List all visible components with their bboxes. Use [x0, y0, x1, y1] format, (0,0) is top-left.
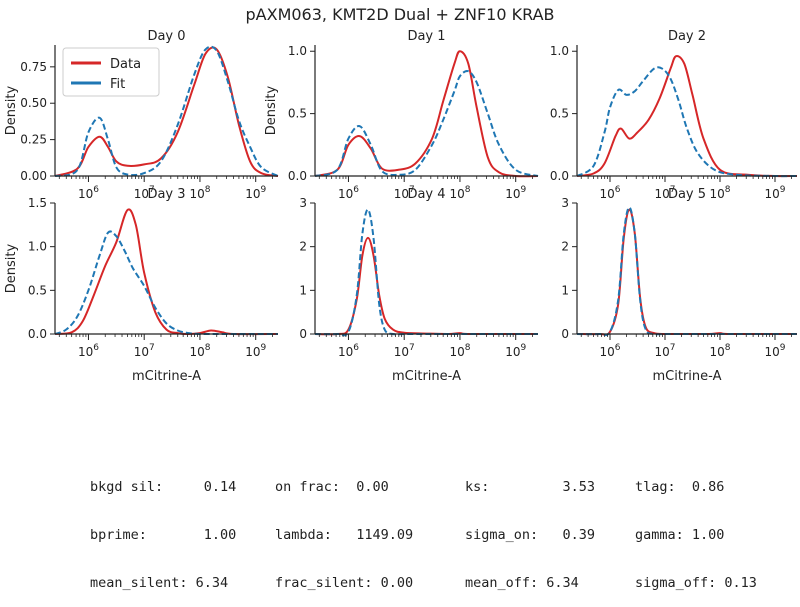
- stat-lambda: lambda: 1149.09: [275, 527, 414, 543]
- y-tick-label: 3: [299, 196, 307, 210]
- panel-title: Day 4: [407, 187, 445, 202]
- y-tick-label: 0.00: [20, 169, 47, 183]
- data-series-line: [576, 208, 798, 336]
- panel-day-1: 0.0 0.5 1.0 106 107 108 109 Day 1 Density: [264, 29, 539, 201]
- x-axis-label: mCitrine-A: [132, 369, 201, 384]
- y-tick-label: 0.25: [20, 133, 47, 147]
- x-tick-label: 109: [505, 185, 526, 201]
- y-axis-label: Density: [4, 85, 19, 135]
- panel-day-0: 0.00 0.25 0.50 0.75 106 107 108 109 Day 0 Density: [4, 29, 279, 201]
- x-tick-label: 108: [189, 185, 210, 201]
- y-axis-label: Density: [264, 85, 279, 135]
- panel-title: Day 5: [668, 187, 706, 202]
- x-tick-label: 106: [78, 185, 99, 201]
- x-tick-label: 109: [245, 185, 266, 201]
- panel-title: Day 0: [147, 29, 185, 44]
- x-tick-label: 106: [599, 185, 620, 201]
- stat-sigma-on: sigma_on: 0.39: [465, 527, 596, 543]
- x-tick-label: 107: [394, 343, 415, 359]
- x-tick-label: 106: [78, 343, 99, 359]
- stat-on-frac: on frac: 0.00: [275, 479, 389, 495]
- data-series-line: [314, 236, 539, 336]
- legend-label-data: Data: [110, 57, 141, 72]
- x-tick-label: 107: [654, 343, 675, 359]
- x-tick-label: 107: [134, 185, 155, 201]
- stat-sigma-off: sigma_off: 0.13: [635, 575, 757, 591]
- x-tick-label: 108: [449, 185, 470, 201]
- stat-tlag: tlag: 0.86: [635, 479, 725, 495]
- legend-label-fit: Fit: [110, 77, 125, 92]
- panel-day-4: 0 1 2 3 106 107 108 109 Day 4 mCitrine-A: [299, 187, 539, 384]
- x-tick-label: 108: [709, 343, 730, 359]
- stat-mean-off: mean_off: 6.34: [465, 575, 579, 591]
- panel-day-3: 0.0 0.5 1.0 1.5 106 107 108 109 Day 3 Density mCit…: [4, 187, 279, 384]
- x-tick-label: 109: [764, 343, 785, 359]
- x-tick-label: 109: [245, 343, 266, 359]
- x-tick-label: 107: [394, 185, 415, 201]
- y-tick-label: 0.5: [550, 107, 569, 121]
- data-series-line: [314, 50, 539, 178]
- data-series-line: [576, 55, 798, 178]
- y-tick-label: 1: [561, 283, 569, 297]
- y-tick-label: 0.0: [288, 169, 307, 183]
- fit-series-line: [54, 230, 278, 336]
- panel-title: Day 3: [147, 187, 185, 202]
- stat-mean-silent: mean_silent: 6.34: [90, 575, 229, 591]
- fit-series-line: [54, 45, 279, 177]
- x-tick-label: 106: [338, 343, 359, 359]
- x-axis-label: mCitrine-A: [653, 369, 722, 384]
- stats-row: bkgd sil: 0.14 on frac: 0.00 ks: 3.53 tlag:…: [90, 479, 757, 495]
- x-tick-label: 107: [134, 343, 155, 359]
- fit-series-line: [314, 69, 539, 177]
- x-tick-label: 109: [764, 185, 785, 201]
- panel-day-2: 0.0 0.5 1.0 106 107 108 109 Day 2: [550, 29, 798, 201]
- y-tick-label: 1: [299, 283, 307, 297]
- y-tick-label: 0.75: [20, 60, 47, 74]
- y-tick-label: 2: [299, 240, 307, 254]
- stat-bkgd-sil: bkgd sil: 0.14: [90, 479, 237, 495]
- figure-title: pAXM063, KMT2D Dual + ZNF10 KRAB: [246, 5, 555, 24]
- y-tick-label: 1.0: [550, 44, 569, 58]
- x-tick-label: 108: [709, 185, 730, 201]
- stat-bprime: bprime: 1.00: [90, 527, 237, 543]
- stat-gamma: gamma: 1.00: [635, 527, 725, 543]
- panel-title: Day 1: [407, 29, 445, 44]
- data-series-line: [54, 208, 279, 336]
- y-tick-label: 0.0: [550, 169, 569, 183]
- x-tick-label: 107: [654, 185, 675, 201]
- legend: Data Fit: [62, 47, 160, 97]
- y-tick-label: 0.50: [20, 96, 47, 110]
- figure: pAXM063, KMT2D Dual + ZNF10 KRAB 0.000.2…: [4, 5, 798, 384]
- panel-day-5: 0 1 2 3 106 107 108 109 Day 5 mCitrine-A: [561, 187, 798, 384]
- y-tick-label: 1.0: [288, 44, 307, 58]
- fit-series-line: [314, 208, 538, 337]
- y-tick-label: 3: [561, 196, 569, 210]
- y-tick-label: 0: [299, 327, 307, 341]
- x-tick-label: 106: [338, 185, 359, 201]
- x-tick-label: 108: [449, 343, 470, 359]
- y-tick-label: 1.5: [28, 196, 47, 210]
- y-tick-label: 1.0: [28, 240, 47, 254]
- y-tick-label: 0.0: [28, 327, 47, 341]
- x-tick-label: 106: [599, 343, 620, 359]
- stats-row: bprime: 1.00 lambda: 1149.09 sigma_on: 0.3…: [90, 527, 757, 543]
- x-tick-label: 108: [189, 343, 210, 359]
- fit-series-line: [576, 206, 797, 336]
- y-axis-label: Density: [4, 243, 19, 293]
- x-axis-label: mCitrine-A: [392, 369, 461, 384]
- panel-title: Day 2: [668, 29, 706, 44]
- stats-row: mean_silent: 6.34 frac_silent: 0.00 mean_o…: [90, 575, 757, 591]
- fit-series-line: [576, 66, 798, 178]
- y-tick-label: 0.5: [288, 107, 307, 121]
- x-tick-label: 109: [505, 343, 526, 359]
- y-tick-label: 0.5: [28, 283, 47, 297]
- fit-stats: bkgd sil: 0.14 on frac: 0.00 ks: 3.53 tlag:…: [90, 447, 757, 607]
- stat-frac-silent: frac_silent: 0.00: [275, 575, 414, 591]
- y-tick-label: 0: [561, 327, 569, 341]
- y-tick-label: 2: [561, 240, 569, 254]
- stat-ks: ks: 3.53: [465, 479, 596, 495]
